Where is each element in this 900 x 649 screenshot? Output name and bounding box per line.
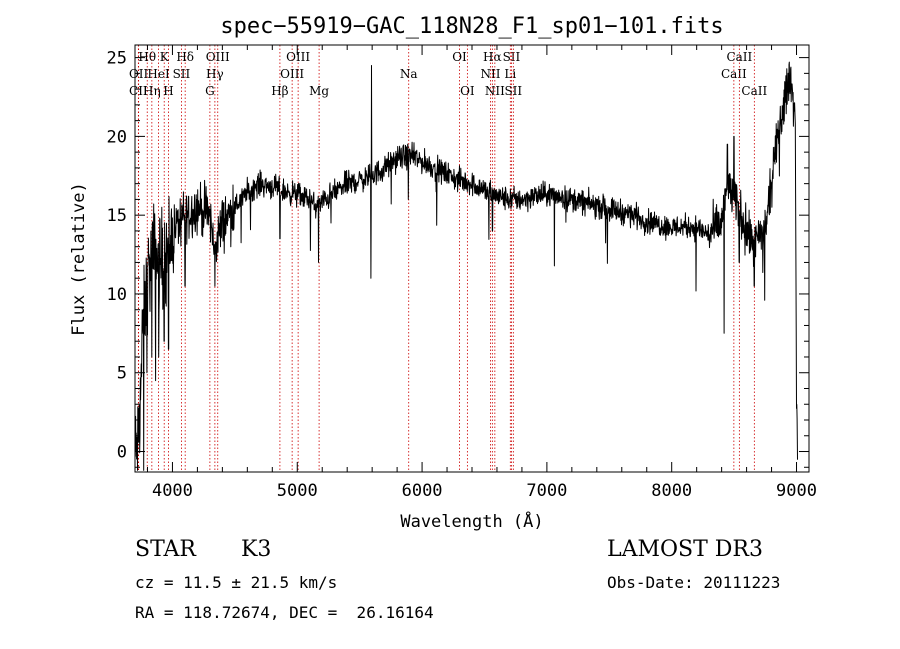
line-label: OIII xyxy=(286,50,310,64)
spectrum-line xyxy=(134,61,798,471)
emission-line-markers: CIIOIIHθHηHeIKHSIIHδGHγOIIIHβOIIIOIIIMgN… xyxy=(129,45,767,472)
redshift-text: cz = 11.5 ± 21.5 km/s xyxy=(135,573,338,592)
x-tick-label: 7000 xyxy=(526,481,567,501)
x-tick-label: 5000 xyxy=(277,481,318,501)
line-label: Li xyxy=(504,67,516,81)
y-tick-label: 20 xyxy=(107,127,127,147)
x-tick-label: 6000 xyxy=(402,481,443,501)
line-label: Mg xyxy=(309,84,329,98)
line-label: CaII xyxy=(726,50,752,64)
line-label: CaII xyxy=(721,67,747,81)
line-label: HeI xyxy=(147,67,170,81)
line-label: NII xyxy=(480,67,500,81)
line-label: Na xyxy=(400,67,418,81)
object-subclass: K3 xyxy=(241,537,272,562)
line-label: SII xyxy=(503,50,521,64)
line-label: OI xyxy=(452,50,467,64)
line-label: Hβ xyxy=(271,84,288,98)
line-label: OIII xyxy=(280,67,304,81)
line-label: Hδ xyxy=(176,50,194,64)
obs-date-text: Obs-Date: 20111223 xyxy=(607,573,781,592)
plot-frame xyxy=(134,44,810,473)
line-label: H xyxy=(163,84,173,98)
chart-title: spec−55919−GAC_118N28_F1_sp01−101.fits xyxy=(220,14,723,39)
y-tick-label: 25 xyxy=(107,49,127,69)
line-label: OI xyxy=(460,84,475,98)
line-label: NII xyxy=(485,84,505,98)
y-axis-label: Flux (relative) xyxy=(69,182,89,336)
line-label: SII xyxy=(504,84,522,98)
line-label: SII xyxy=(173,67,191,81)
y-tick-label: 0 xyxy=(117,443,127,463)
line-label: OIII xyxy=(206,50,230,64)
line-label: Hθ xyxy=(138,50,156,64)
line-label: Hγ xyxy=(206,67,224,81)
x-axis: 4000 5000 6000 7000 8000 9000 xyxy=(146,45,817,501)
survey-name: LAMOST DR3 xyxy=(607,537,763,562)
x-tick-label: 9000 xyxy=(776,481,817,501)
y-axis: 0 5 10 15 20 25 xyxy=(107,49,809,468)
line-label: K xyxy=(160,50,170,64)
y-tick-label: 15 xyxy=(107,206,127,226)
line-label: G xyxy=(205,84,215,98)
x-tick-label: 8000 xyxy=(651,481,692,501)
x-axis-label: Wavelength (Å) xyxy=(400,510,543,532)
line-label: CaII xyxy=(741,84,767,98)
y-tick-label: 5 xyxy=(117,364,127,384)
line-label: Hα xyxy=(483,50,502,64)
x-tick-label: 4000 xyxy=(152,481,193,501)
object-class: STAR xyxy=(135,537,196,562)
line-label: OII xyxy=(129,67,149,81)
line-label: Hη xyxy=(143,84,161,98)
y-tick-label: 10 xyxy=(107,285,127,305)
coordinates-text: RA = 118.72674, DEC = 26.16164 xyxy=(135,603,434,622)
